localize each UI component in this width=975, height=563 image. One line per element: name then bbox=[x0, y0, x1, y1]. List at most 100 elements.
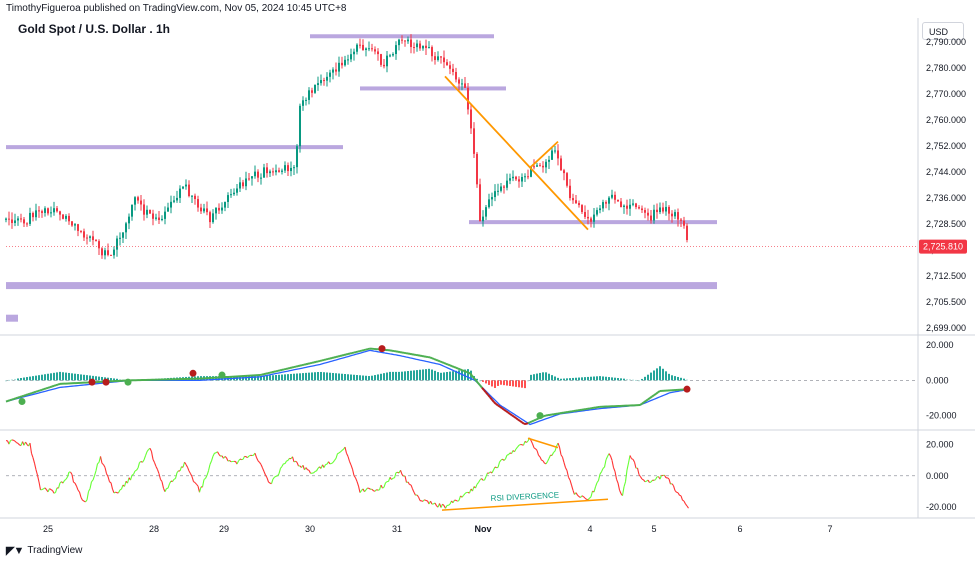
macd-signal-segment bbox=[453, 366, 457, 369]
macd-histogram-bar bbox=[272, 375, 274, 381]
candle-body bbox=[218, 207, 220, 211]
macd-histogram-bar bbox=[518, 380, 520, 388]
macd-histogram-bar bbox=[275, 374, 277, 381]
rsi-line-segment bbox=[401, 474, 404, 477]
rsi-line-segment bbox=[356, 481, 360, 487]
time-tick-label: 29 bbox=[219, 524, 229, 534]
currency-button[interactable]: USD bbox=[922, 22, 964, 40]
rsi-line-segment bbox=[66, 471, 70, 478]
rsi-line-segment bbox=[653, 479, 656, 481]
macd-histogram-bar bbox=[686, 379, 688, 381]
rsi-line-segment bbox=[247, 455, 250, 459]
macd-histogram-bar bbox=[302, 373, 304, 381]
rsi-line-segment bbox=[683, 500, 686, 505]
candle-body bbox=[662, 207, 664, 212]
rsi-line-segment bbox=[106, 473, 109, 477]
macd-signal-segment bbox=[501, 407, 505, 411]
candle-body bbox=[125, 223, 127, 233]
candle-body bbox=[473, 128, 475, 154]
rsi-line-segment bbox=[624, 469, 628, 482]
macd-histogram-bar bbox=[32, 376, 34, 381]
candle-body bbox=[449, 65, 451, 69]
rsi-line-segment bbox=[440, 503, 444, 508]
rsi-line-segment bbox=[203, 477, 206, 480]
macd-signal-segment bbox=[499, 406, 503, 410]
candle-body bbox=[629, 204, 631, 209]
rsi-line-segment bbox=[109, 481, 112, 484]
macd-histogram-bar bbox=[80, 374, 82, 381]
rsi-line-segment bbox=[422, 499, 425, 502]
rsi-line-segment bbox=[558, 447, 562, 455]
candle-body bbox=[446, 62, 448, 66]
candle-body bbox=[350, 54, 352, 60]
macd-signal-segment bbox=[519, 420, 523, 424]
rsi-line-segment bbox=[468, 488, 472, 494]
macd-signal-segment bbox=[15, 396, 19, 400]
macd-histogram-bar bbox=[578, 377, 580, 381]
rsi-line-segment bbox=[617, 482, 621, 491]
macd-histogram-bar bbox=[368, 376, 370, 381]
macd-signal-segment bbox=[535, 417, 539, 421]
macd-histogram-bar bbox=[632, 379, 634, 381]
rsi-line-segment bbox=[633, 461, 637, 469]
candle-body bbox=[347, 59, 349, 61]
rsi-line-segment bbox=[385, 481, 388, 484]
rsi-line-segment bbox=[268, 481, 271, 484]
candle-body bbox=[242, 182, 244, 187]
chart-canvas[interactable]: 2,790.000 2,780.000 2,770.000 2,760.000 2,75… bbox=[0, 0, 975, 540]
macd-signal-segment bbox=[29, 392, 33, 395]
rsi-line-segment bbox=[224, 456, 227, 459]
support-resistance-level bbox=[6, 282, 717, 290]
macd-histogram-bar bbox=[653, 370, 655, 381]
candle-body bbox=[38, 210, 40, 212]
chart-title: Gold Spot / U.S. Dollar . 1h bbox=[18, 22, 171, 36]
rsi-line-segment bbox=[194, 482, 197, 485]
macd-histogram-bar bbox=[494, 380, 496, 388]
candle-body bbox=[371, 48, 373, 50]
candle-body bbox=[620, 201, 622, 207]
candle-body bbox=[68, 215, 70, 222]
candle-body bbox=[272, 171, 274, 173]
rsi-line-segment bbox=[129, 475, 133, 481]
macd-signal-segment bbox=[503, 408, 507, 412]
rsi-line-segment bbox=[29, 442, 33, 454]
macd-histogram-bar bbox=[605, 376, 607, 381]
macd-histogram-bar bbox=[383, 373, 385, 381]
candle-body bbox=[233, 192, 235, 195]
candle-body bbox=[572, 198, 574, 201]
candle-body bbox=[518, 179, 520, 182]
candle-body bbox=[386, 55, 388, 67]
rsi-tick-label: -20.000 bbox=[926, 502, 957, 512]
macd-signal-segment bbox=[643, 400, 647, 404]
macd-histogram-bar bbox=[359, 375, 361, 381]
rsi-line-segment bbox=[119, 488, 122, 491]
macd-histogram-bar bbox=[98, 376, 100, 381]
rsi-line-segment bbox=[217, 451, 220, 455]
candle-body bbox=[647, 212, 649, 216]
rsi-line-segment bbox=[54, 487, 58, 493]
rsi-line-segment bbox=[83, 500, 86, 503]
time-tick-label: 4 bbox=[587, 524, 592, 534]
time-tick-label: 31 bbox=[392, 524, 402, 534]
macd-histogram-bar bbox=[356, 375, 358, 381]
macd-signal-segment bbox=[467, 371, 471, 375]
rsi-line-segment bbox=[452, 499, 455, 503]
rsi-line-segment bbox=[95, 463, 99, 471]
macd-line bbox=[5, 349, 691, 426]
rsi-line-segment bbox=[583, 496, 586, 499]
rsi-line-segment bbox=[296, 462, 300, 467]
macd-histogram-bar bbox=[305, 372, 307, 381]
price-tick-label: 2,699.000 bbox=[926, 323, 966, 333]
rsi-line-segment bbox=[503, 458, 506, 461]
candle-body bbox=[509, 178, 511, 181]
rsi-line-segment bbox=[118, 489, 121, 494]
candle-body bbox=[323, 80, 325, 82]
macd-signal-segment bbox=[645, 398, 649, 402]
macd-histogram-bar bbox=[53, 372, 55, 381]
macd-histogram-bar bbox=[65, 372, 67, 381]
macd-histogram-bar bbox=[590, 376, 592, 381]
candle-body bbox=[470, 109, 472, 129]
macd-histogram-bar bbox=[602, 376, 604, 381]
rsi-line-segment bbox=[150, 451, 154, 460]
rsi-line-segment bbox=[685, 503, 688, 507]
